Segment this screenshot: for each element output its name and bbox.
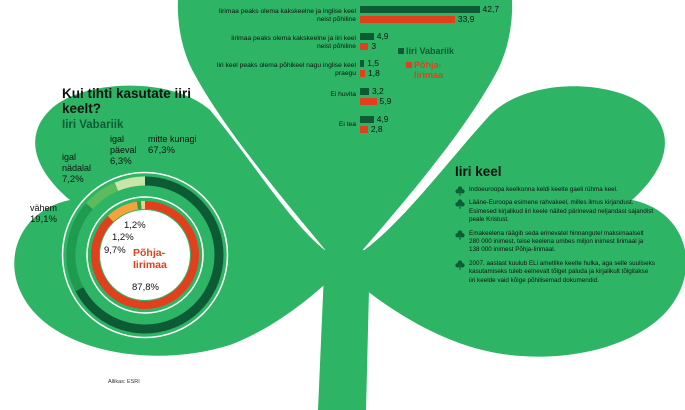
bar-category-label: Iirimaa peaks olema kakskeelne ja inglis… xyxy=(218,8,356,23)
label-daily: igal päeval 6,3% xyxy=(110,134,148,167)
ni-ring-segment xyxy=(107,201,139,222)
ireland-ring-segment xyxy=(66,203,93,292)
bar-value-label: 1,8 xyxy=(368,68,380,78)
info-title: Iiri keel xyxy=(455,164,502,179)
legend-ireland-text: Iiri Vabariik xyxy=(406,46,455,56)
shamrock-icon xyxy=(455,199,465,210)
bar-northern-ireland xyxy=(360,126,368,133)
ni-ring-segment xyxy=(91,201,199,309)
ring-chart-title: Kui tihti kasutate iiri keelt? xyxy=(62,86,192,116)
label-weekly: igal nädalal 7,2% xyxy=(62,152,102,185)
bar-ireland xyxy=(360,88,369,95)
ring-center xyxy=(100,210,190,300)
bar-ireland xyxy=(360,6,480,13)
info-bullet-text: Indoeuroopa keelkonna keldi keelte gaeli… xyxy=(469,186,618,193)
bar-value-label: 42,7 xyxy=(482,4,500,14)
ring-chart xyxy=(61,171,229,339)
bar-value-label: 3 xyxy=(371,41,377,51)
ni-daily-value: 1,2% xyxy=(124,220,146,231)
bar-ireland xyxy=(360,60,365,67)
ring-outline xyxy=(86,196,204,314)
legend-ireland-swatch xyxy=(398,48,404,54)
source-note: Allikas: ESRI xyxy=(108,379,140,385)
bar-northern-ireland xyxy=(360,43,369,50)
label-weekly-value: 7,2% xyxy=(62,174,84,185)
legend-ni: Põhja-Iirimaa xyxy=(406,60,454,80)
bar-value-label: 4,9 xyxy=(376,114,389,124)
bar-value-label: 33,9 xyxy=(457,14,475,24)
label-never: mitte kunagi 67,3% xyxy=(148,134,198,156)
label-never-value: 67,3% xyxy=(148,145,175,156)
ring-outline xyxy=(61,171,229,339)
ni-ring-label: Põhja-Iirimaa xyxy=(133,247,167,271)
bar-value-label: 1,5 xyxy=(367,58,380,68)
bar-value-label: 4,9 xyxy=(376,31,389,41)
label-less: vähem 19,1% xyxy=(30,203,70,225)
bar-value-label: 3,2 xyxy=(371,86,384,96)
ni-less-value: 9,7% xyxy=(104,245,126,256)
legend-ireland: Iiri Vabariik xyxy=(398,46,455,56)
ni-never-value: 87,8% xyxy=(132,282,159,293)
label-daily-text: igal päeval xyxy=(110,134,137,155)
bar-category-label: Iirimaa peaks olema kakskeelne ja iiri k… xyxy=(231,35,356,50)
bar-category-label: Iiri keel peaks olema põhikeel nagu ingl… xyxy=(216,62,356,77)
info-bullets: Indoeuroopa keelkonna keldi keelte gaeli… xyxy=(455,186,655,290)
bar-category-label: Ei huvita xyxy=(330,91,356,98)
bar-ireland xyxy=(360,33,374,40)
bar-value-label: 5,9 xyxy=(379,96,392,106)
ni-weekly-value: 1,2% xyxy=(112,232,134,243)
legend-ni-swatch xyxy=(406,62,412,68)
legend-ni-text: Põhja-Iirimaa xyxy=(414,60,444,80)
label-daily-value: 6,3% xyxy=(110,156,132,167)
shamrock-icon xyxy=(455,186,465,196)
ireland-ring-segment xyxy=(75,176,224,334)
bar-northern-ireland xyxy=(360,98,377,105)
info-bullet-text: Lääne-Euroopa esimene rahvakeel, milles … xyxy=(469,199,654,224)
shamrock-shape xyxy=(14,0,685,410)
info-bullet-text: 2007. aastast kuulub ELi ametlike keelte… xyxy=(469,259,655,284)
label-weekly-text: igal nädalal xyxy=(62,152,92,173)
info-bullet: 2007. aastast kuulub ELi ametlike keelte… xyxy=(455,260,655,285)
ring-chart-subtitle: Iiri Vabariik xyxy=(62,119,124,131)
shamrock-icon xyxy=(455,260,465,270)
label-less-text: vähem xyxy=(30,203,58,213)
bar-northern-ireland xyxy=(360,16,455,23)
bar-ireland xyxy=(360,116,374,123)
shamrock-icon xyxy=(455,230,465,240)
bar-chart: Iirimaa peaks olema kakskeelne ja inglis… xyxy=(0,0,685,160)
label-less-value: 19,1% xyxy=(30,214,57,225)
ireland-ring-segment xyxy=(86,182,119,210)
label-never-text: mitte kunagi xyxy=(148,134,197,144)
ireland-ring-segment xyxy=(114,176,146,191)
bar-category-label: Ei tea xyxy=(338,121,356,128)
info-bullet: Emakeelena räägib seda erinevatel hinnan… xyxy=(455,230,655,255)
info-bullet: Indoeuroopa keelkonna keldi keelte gaeli… xyxy=(455,186,655,196)
bar-northern-ireland xyxy=(360,70,366,77)
info-bullet-text: Emakeelena räägib seda erinevatel hinnan… xyxy=(469,229,644,254)
info-bullet: Lääne-Euroopa esimene rahvakeel, milles … xyxy=(455,199,655,224)
bar-value-label: 2,8 xyxy=(370,124,383,134)
